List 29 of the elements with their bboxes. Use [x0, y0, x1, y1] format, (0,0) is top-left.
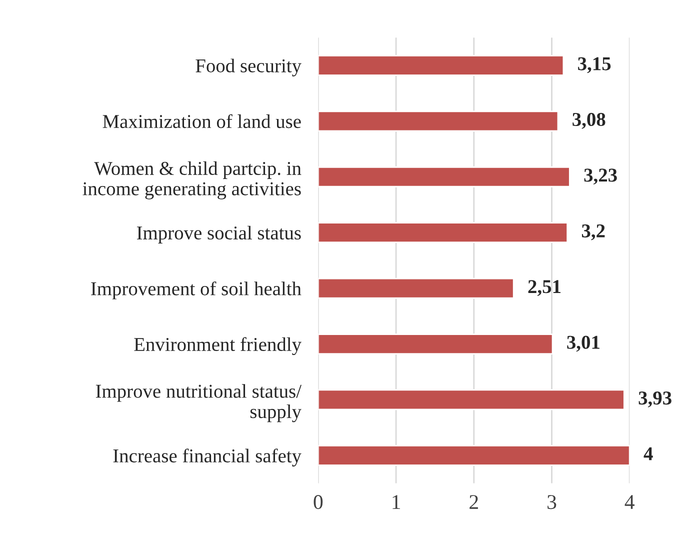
y-tick-label: Improve nutritional status/ supply: [96, 384, 302, 422]
data-label: 3,08: [572, 112, 606, 129]
data-label: 3,93: [638, 392, 672, 408]
y-tick-label: Environment friendly: [134, 337, 302, 356]
y-tick-label: Food security: [196, 58, 302, 76]
data-label: 3,15: [578, 57, 611, 74]
data-label: 3,01: [567, 336, 600, 352]
data-label: 2,51: [528, 280, 561, 296]
bar: [318, 110, 559, 132]
bar: [318, 222, 568, 244]
x-tick-label: 2: [470, 495, 478, 509]
bar: [318, 445, 630, 466]
x-tick-label: 3: [548, 495, 556, 510]
data-label: 3,23: [584, 168, 617, 185]
x-tick-label: 0: [314, 495, 323, 510]
y-tick-label: Women & child partcip. in income generating activities: [82, 161, 302, 200]
y-tick-label: Improvement of soil health: [91, 281, 302, 300]
x-tick-label: 1: [392, 495, 400, 509]
bar: [318, 278, 514, 299]
x-tick-label: 4: [624, 495, 634, 509]
bar: [318, 334, 554, 354]
y-tick-label: Maximization of land use: [102, 114, 301, 128]
data-label: 3,2: [582, 224, 605, 240]
data-label: 4: [644, 447, 653, 460]
y-tick-label: Increase financial safety: [113, 448, 302, 466]
bar: [318, 55, 564, 76]
bar: [318, 389, 625, 410]
bar: [318, 166, 570, 188]
y-tick-label: Improve social status: [136, 226, 301, 244]
